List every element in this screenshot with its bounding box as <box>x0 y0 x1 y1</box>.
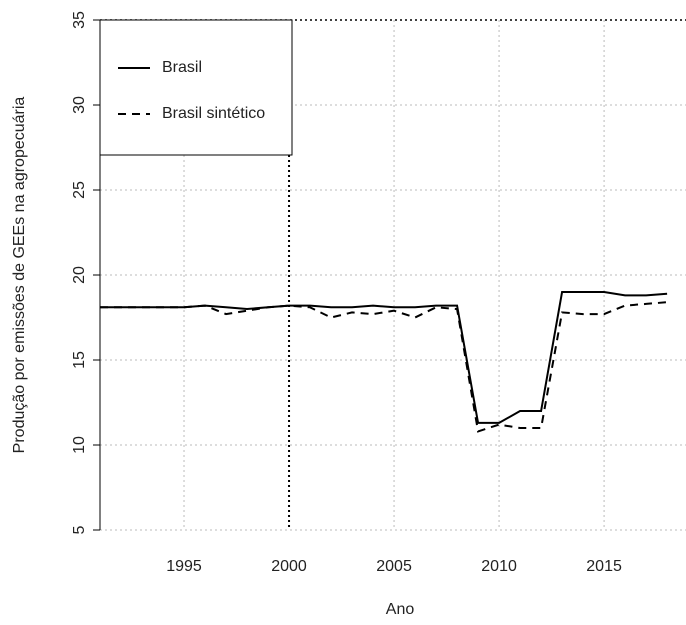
y-tick-label: 5 <box>71 525 88 534</box>
y-axis-label: Produção por emissões de GEEs na agropec… <box>11 97 28 454</box>
line <box>100 301 668 433</box>
x-tick-label: 2010 <box>481 558 517 575</box>
x-tick-label: 2015 <box>586 558 622 575</box>
y-tick-label: 35 <box>71 11 88 29</box>
legend-label: Brasil <box>162 59 202 76</box>
x-axis-label: Ano <box>386 601 415 618</box>
line <box>100 291 668 424</box>
legend-box <box>99 19 293 156</box>
y-tick-label: 20 <box>71 266 88 284</box>
y-tick-label: 25 <box>71 181 88 199</box>
y-tick-label: 10 <box>71 436 88 454</box>
x-tick-label: 2000 <box>271 558 307 575</box>
y-tick-label: 30 <box>71 96 88 114</box>
y-tick-label: 15 <box>71 351 88 369</box>
x-tick-label: 1995 <box>166 558 202 575</box>
x-tick-label: 2005 <box>376 558 412 575</box>
legend-label: Brasil sintético <box>162 105 265 122</box>
